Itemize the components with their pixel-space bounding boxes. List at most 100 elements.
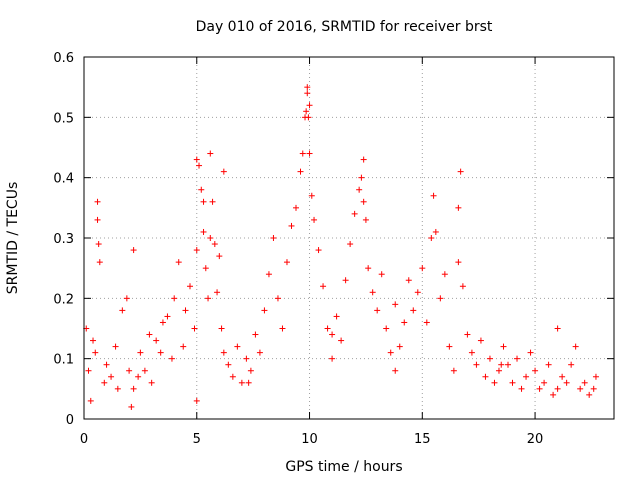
data-point: [378, 271, 385, 278]
grid: [84, 57, 614, 419]
data-point: [153, 337, 160, 344]
data-point: [550, 391, 557, 398]
data-point: [225, 361, 232, 368]
data-point: [303, 108, 310, 115]
data-point: [252, 331, 259, 338]
data-point: [265, 271, 272, 278]
data-point: [95, 241, 102, 248]
data-point: [94, 198, 101, 205]
data-point: [523, 373, 530, 380]
data-point: [168, 355, 175, 362]
data-point: [114, 385, 121, 392]
data-point: [428, 235, 435, 241]
data-point: [392, 367, 399, 374]
data-point: [541, 379, 548, 386]
data-point: [329, 355, 336, 362]
y-tick-label: 0.1: [53, 353, 74, 368]
data-point: [164, 313, 171, 320]
data-point: [405, 277, 412, 284]
data-point: [234, 343, 241, 350]
y-tick-label: 0.4: [53, 172, 74, 187]
data-point: [477, 337, 484, 344]
data-point: [306, 102, 313, 109]
y-axis-label: SRMTID / TECUs: [5, 182, 21, 295]
data-point: [500, 343, 507, 350]
data-point: [559, 373, 566, 380]
data-point: [342, 277, 349, 284]
data-point: [191, 325, 198, 332]
data-point: [545, 361, 552, 368]
data-point: [491, 379, 498, 386]
data-point: [518, 385, 525, 392]
data-point: [410, 307, 417, 314]
data-point: [157, 349, 164, 356]
data-point: [320, 283, 327, 290]
data-point: [498, 361, 505, 368]
x-tick-label: 10: [301, 432, 318, 447]
data-point: [509, 379, 516, 386]
data-point: [92, 349, 99, 356]
data-point: [193, 156, 200, 163]
data-point: [211, 241, 218, 248]
data-point: [87, 397, 94, 404]
data-point: [214, 289, 221, 296]
data-point: [274, 295, 281, 302]
data-point: [441, 271, 448, 278]
data-point: [101, 379, 108, 386]
x-tick-label: 5: [193, 432, 201, 447]
data-point: [193, 397, 200, 404]
data-point: [146, 331, 153, 338]
data-point: [329, 331, 336, 338]
data-point: [229, 373, 236, 380]
data-point: [554, 385, 561, 392]
data-point: [577, 385, 584, 392]
data-point: [123, 295, 130, 302]
data-point: [304, 90, 311, 97]
data-point: [126, 367, 133, 374]
data-point: [351, 210, 358, 217]
data-point: [148, 379, 155, 386]
data-point: [182, 307, 189, 314]
data-point: [401, 319, 408, 326]
data-point: [293, 204, 299, 211]
data-point: [216, 253, 223, 260]
data-point: [495, 367, 502, 374]
data-point: [358, 174, 365, 181]
data-point: [187, 283, 193, 290]
data-point: [207, 235, 214, 241]
data-point: [592, 373, 599, 380]
data-point: [209, 198, 216, 205]
x-tick-label: 15: [414, 432, 431, 447]
data-point: [486, 355, 493, 362]
data-point: [315, 247, 322, 254]
data-point: [288, 222, 295, 229]
data-point: [256, 349, 263, 356]
data-point: [218, 325, 225, 332]
data-point: [568, 361, 575, 368]
data-point: [360, 198, 367, 205]
data-point: [279, 325, 286, 332]
data-point: [171, 295, 178, 302]
data-point: [308, 192, 315, 199]
data-point: [392, 301, 399, 308]
data-point: [297, 168, 304, 175]
data-point: [119, 307, 126, 314]
data-point: [141, 367, 148, 374]
data-point: [430, 192, 437, 199]
x-axis-label: GPS time / hours: [285, 459, 402, 475]
y-tick-label: 0: [66, 413, 74, 428]
data-point: [590, 385, 597, 392]
data-point: [283, 259, 290, 266]
axis-ticks: 0 0.1 0.2 0.3 0.4 0.5 0.6 0 5 10 15 20: [53, 51, 614, 447]
data-point: [305, 114, 312, 121]
data-point: [423, 319, 430, 326]
data-point: [306, 150, 313, 157]
data-point: [347, 241, 354, 248]
data-point: [200, 228, 207, 235]
data-point: [455, 259, 462, 266]
data-point: [563, 379, 570, 386]
data-point: [159, 319, 166, 326]
data-point: [94, 216, 101, 223]
data-point: [311, 216, 318, 223]
